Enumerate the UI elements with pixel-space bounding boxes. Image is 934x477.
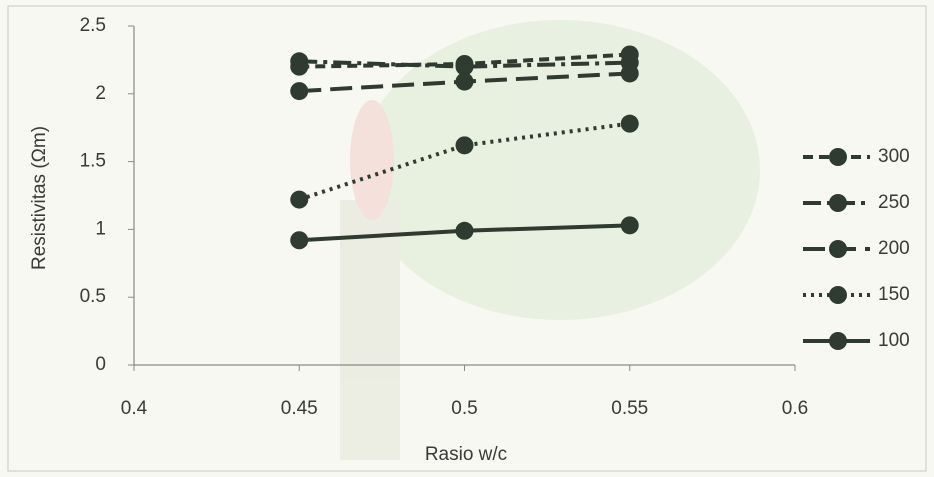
x-tick-label: 0.55 [611,398,648,419]
x-tick-label: 0.45 [281,398,318,419]
legend-marker [829,240,847,258]
data-point [456,136,474,154]
y-tick-label: 2 [95,83,106,104]
y-tick-label: 1 [95,218,106,239]
y-tick-label: 2.5 [80,15,106,36]
x-tick-label: 0.6 [782,398,808,419]
x-axis-title: Rasio w/c [425,444,507,465]
data-point [290,231,308,249]
y-tick-label: 0 [95,354,106,375]
data-point [290,191,308,209]
data-point [621,216,639,234]
legend-label: 300 [878,146,910,167]
legend-label: 200 [878,238,910,259]
legend-marker [829,148,847,166]
data-point [290,52,308,70]
legend-marker [829,332,847,350]
y-tick-label: 1.5 [80,151,106,172]
watermark-flame [350,100,394,220]
legend-label: 250 [878,192,910,213]
y-tick-label: 0.5 [80,286,106,307]
data-point [621,115,639,133]
legend-marker [829,286,847,304]
chart: Resistivitas (Ωm) Rasio w/c 0 0.5 1 1.5 2 2.5… [0,0,934,477]
y-axis-title: Resistivitas (Ωm) [29,126,50,270]
x-tick-label: 0.4 [121,398,148,419]
data-point [456,73,474,91]
data-point [621,64,639,82]
legend-label: 150 [878,284,910,305]
legend-marker [829,194,847,212]
data-point [290,82,308,100]
data-point [456,222,474,240]
legend-label: 100 [878,330,910,351]
x-tick-label: 0.5 [451,398,477,419]
